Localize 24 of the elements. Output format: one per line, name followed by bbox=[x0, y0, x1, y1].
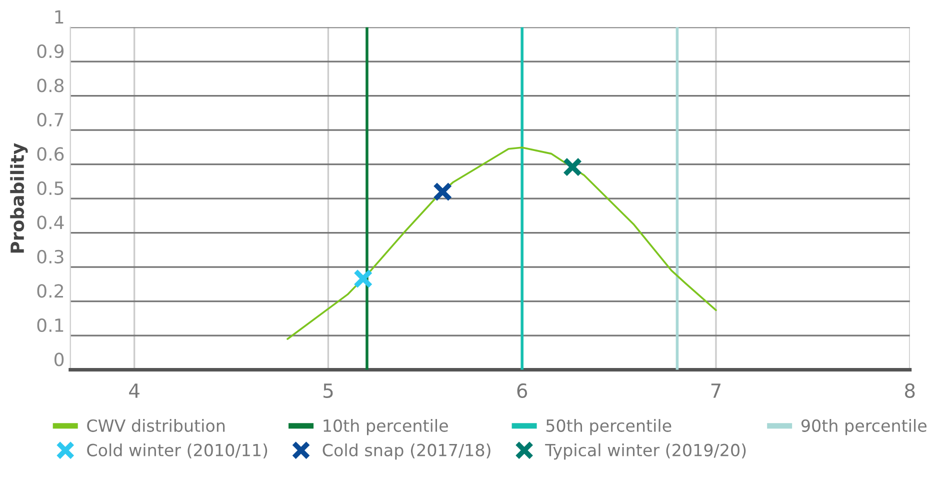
y-axis-title: Probability bbox=[10, 143, 28, 253]
y-tick-label: 0.9 bbox=[37, 44, 64, 58]
x-tick-label: 5 bbox=[324, 384, 333, 398]
legend-label: CWV distribution bbox=[87, 419, 225, 432]
y-tick-label: 1 bbox=[55, 10, 64, 24]
y-tick-label: 0.2 bbox=[37, 284, 63, 298]
y-tick-label: 0.8 bbox=[37, 78, 64, 92]
legend-label: 10th percentile bbox=[324, 419, 448, 436]
y-tick-label: 0.1 bbox=[37, 318, 64, 332]
legend-label: 90th percentile bbox=[801, 419, 926, 436]
y-tick-label: 0.5 bbox=[37, 181, 64, 196]
y-tick-label: 0.6 bbox=[37, 147, 64, 161]
legend-label: Cold winter (2010/11) bbox=[87, 444, 268, 458]
y-tick-label: 0.7 bbox=[37, 112, 64, 127]
legend-label: 50th percentile bbox=[546, 419, 672, 436]
y-tick-label: 0.4 bbox=[37, 216, 64, 230]
x-tick-label: 4 bbox=[129, 384, 140, 398]
legend-label: Typical winter (2019/20) bbox=[545, 444, 746, 460]
legend-label: Cold snap (2017/18) bbox=[322, 444, 490, 460]
x-tick-label: 6 bbox=[517, 383, 528, 398]
x-tick-label: 8 bbox=[904, 383, 915, 398]
x-tick-label: 7 bbox=[711, 384, 720, 398]
y-tick-label: 0 bbox=[54, 352, 64, 366]
y-tick-label: 0.3 bbox=[37, 250, 64, 264]
